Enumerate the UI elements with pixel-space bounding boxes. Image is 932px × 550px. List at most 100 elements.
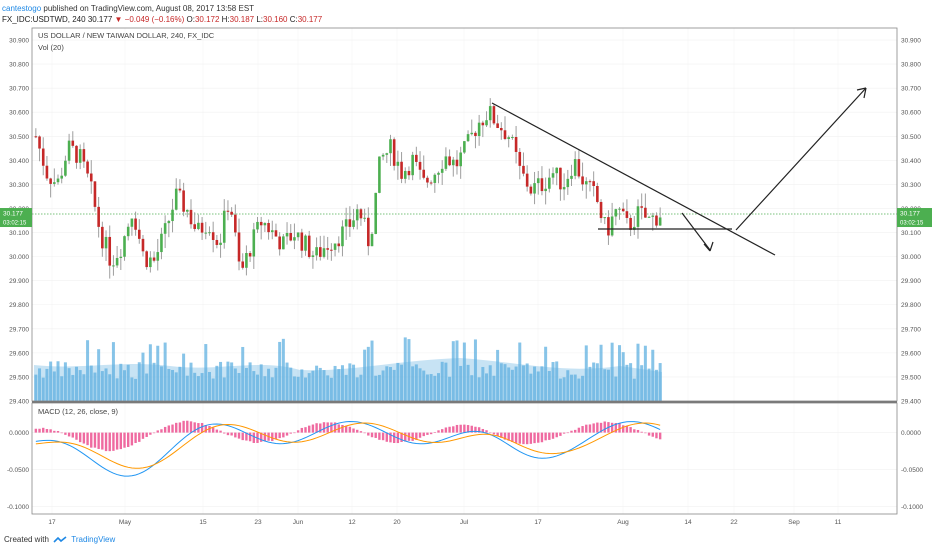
macd-histogram-bar [333, 422, 337, 433]
created-with-text: Created with [4, 535, 49, 544]
macd-histogram-bar [551, 432, 555, 439]
macd-histogram-bar [45, 429, 49, 433]
candle-body [625, 211, 629, 218]
macd-histogram-bar [658, 432, 662, 440]
volume-bar [89, 365, 93, 401]
macd-histogram-bar [152, 432, 156, 434]
volume-bar [67, 368, 71, 401]
macd-histogram-bar [175, 422, 178, 433]
candle-body [278, 236, 281, 250]
macd-histogram-bar [123, 432, 126, 448]
macd-histogram-bar [348, 426, 352, 433]
candle-body [160, 233, 163, 253]
volume-bar [658, 363, 662, 401]
macd-histogram-bar [237, 432, 241, 439]
x-tick-label: 23 [254, 519, 262, 526]
x-tick-label: 15 [199, 519, 207, 526]
volume-bar [38, 368, 42, 401]
macd-histogram-bar [78, 432, 82, 443]
volume-bar [370, 340, 374, 401]
volume-bar [636, 343, 640, 401]
volume-bar [640, 365, 644, 401]
candle-body [274, 230, 278, 237]
candle-body [344, 219, 348, 227]
y-tick-label-left: 29.700 [9, 326, 29, 333]
x-tick-label: 22 [730, 519, 738, 526]
macd-histogram-bar [400, 432, 403, 443]
y-tick-label-left: 29.500 [9, 374, 29, 381]
x-tick-label: 17 [48, 519, 56, 526]
volume-bar [285, 362, 289, 401]
y-tick-label-right: 30.800 [901, 62, 921, 69]
candle-body [536, 178, 540, 184]
macd-histogram-bar [603, 421, 606, 433]
macd-histogram-bar [245, 432, 248, 441]
macd-histogram-bar [610, 422, 614, 433]
volume-bar [207, 371, 211, 401]
macd-histogram-bar [548, 432, 551, 440]
macd-histogram-bar [252, 432, 255, 443]
macd-histogram-bar [522, 432, 525, 445]
candle-body [341, 226, 344, 247]
macd-tick-label-right: 0.0000 [901, 430, 921, 437]
volume-bar [621, 352, 625, 401]
y-tick-label-right: 29.500 [901, 374, 921, 381]
candle-body [137, 229, 141, 239]
candle-body [182, 190, 185, 212]
candle-body [178, 188, 182, 191]
candle-body [41, 148, 45, 166]
candle-body [422, 169, 426, 178]
macd-histogram-bar [463, 424, 466, 433]
candle-body [300, 232, 304, 251]
y-tick-label-right: 30.600 [901, 110, 921, 117]
candle-body [134, 218, 137, 230]
volume-bar [603, 369, 607, 401]
macd-histogram-bar [42, 427, 45, 433]
ohlc-values: O:30.172 H:30.187 L:30.160 C:30.177 [186, 15, 323, 24]
macd-histogram-bar [341, 425, 344, 433]
countdown-label-left: 03:02:15 [3, 221, 27, 227]
candle-body [418, 161, 422, 170]
candle-body [197, 222, 200, 229]
x-tick-label: 14 [684, 519, 692, 526]
volume-bar [45, 368, 49, 401]
macd-histogram-bar [319, 423, 322, 433]
tradingview-brand[interactable]: TradingView [71, 535, 116, 544]
candle-body [248, 253, 252, 257]
macd-histogram-bar [385, 432, 388, 442]
macd-histogram-bar [149, 432, 152, 435]
macd-histogram-bar [86, 432, 89, 446]
volume-bar [123, 370, 127, 401]
macd-histogram-bar [433, 432, 437, 433]
candle-body [330, 249, 333, 251]
candle-body [93, 181, 97, 207]
y-tick-label-right: 30.500 [901, 134, 921, 141]
macd-histogram-bar [415, 432, 418, 440]
volume-bar [281, 338, 285, 401]
candle-body [636, 206, 640, 227]
candle-body [304, 235, 307, 251]
volume-bar [610, 342, 614, 401]
macd-histogram-bar [633, 429, 636, 433]
macd-histogram-bar [422, 432, 425, 437]
candle-body [38, 136, 41, 149]
volume-bar [392, 369, 396, 401]
username-link[interactable]: cantestogo [2, 4, 42, 13]
macd-tick-label-right: -0.0500 [901, 467, 923, 474]
candle-body [437, 172, 440, 175]
candle-body [45, 165, 49, 179]
macd-histogram-bar [241, 432, 244, 441]
volume-bar [230, 362, 234, 401]
volume-bar [588, 366, 592, 401]
volume-bar [337, 369, 341, 401]
volume-bar [488, 365, 492, 401]
macd-histogram-bar [101, 432, 104, 450]
macd-histogram-bar [223, 432, 226, 434]
volume-bar [278, 341, 282, 401]
symbol-label[interactable]: FX_IDC:USDTWD, 240 [2, 15, 86, 24]
x-tick-label: Aug [617, 519, 629, 526]
macd-histogram-bar [629, 427, 632, 433]
candle-body [655, 215, 658, 226]
drop-arrow-head-b [709, 241, 714, 252]
